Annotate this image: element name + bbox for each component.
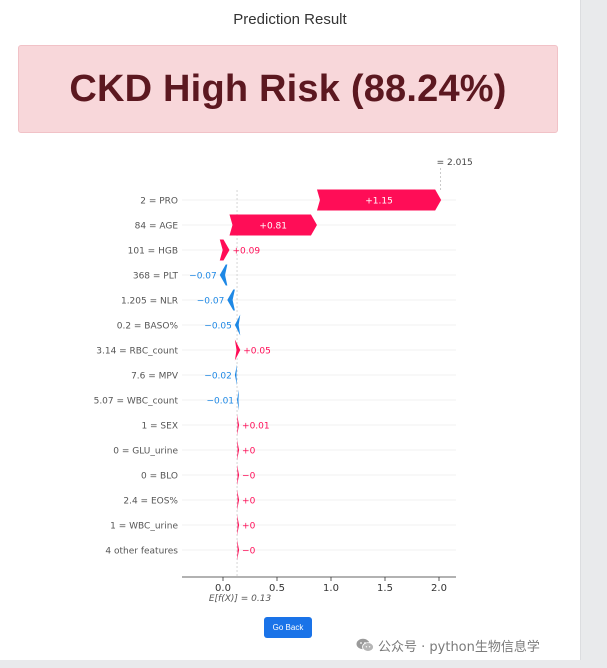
shap-value-label: −0 — [242, 472, 256, 482]
shap-value-label: +0.05 — [243, 347, 271, 357]
positive-shap-bar — [237, 439, 240, 461]
chart-svg: 2 = PRO +1.15 84 = AGE +0.81 101 = HGB +0.09 3… — [94, 158, 473, 604]
negative-shap-bar — [234, 314, 241, 336]
x-tick-label: 0.0 — [215, 583, 231, 594]
feature-label: 5.07 = WBC_count — [94, 397, 179, 407]
shap-value-label: +0 — [242, 522, 256, 532]
shap-value-label: +0.81 — [259, 222, 287, 232]
base-value-label: E[f(X)] = 0.13 — [209, 594, 272, 604]
feature-label: 101 = HGB — [128, 247, 178, 257]
feature-label: 0.2 = BASO% — [117, 322, 179, 332]
negative-shap-bar — [237, 389, 240, 411]
positive-shap-bar — [229, 214, 317, 236]
positive-shap-bar — [237, 489, 240, 511]
shap-waterfall-chart: 2 = PRO +1.15 84 = AGE +0.81 101 = HGB +0.09 3… — [0, 150, 580, 610]
x-tick-label: 2.0 — [431, 583, 447, 594]
shap-value-label: +0.09 — [232, 247, 260, 257]
shap-value-label: +0.01 — [242, 422, 270, 432]
feature-label: 1 = WBC_urine — [110, 522, 178, 532]
feature-label: 2.4 = EOS% — [123, 497, 178, 507]
shap-value-label: −0.07 — [189, 272, 217, 282]
fx-label: = 2.015 — [437, 158, 473, 168]
watermark: 公众号 · python生物信息学 — [356, 636, 540, 655]
shap-value-label: +1.15 — [365, 197, 393, 207]
feature-label: 2 = PRO — [140, 197, 178, 207]
feature-label: 7.6 = MPV — [131, 372, 179, 382]
feature-label: 0 = BLO — [141, 472, 178, 482]
feature-label: 4 other features — [105, 547, 178, 557]
x-tick-label: 0.5 — [269, 583, 285, 594]
result-alert: CKD High Risk (88.24%) — [18, 45, 558, 133]
positive-shap-bar — [219, 239, 230, 261]
positive-shap-bar — [237, 414, 240, 436]
negative-shap-bar — [219, 264, 228, 286]
result-card: Prediction Result CKD High Risk (88.24%)… — [0, 0, 581, 660]
page-title: Prediction Result — [233, 11, 347, 28]
negative-shap-bar — [234, 364, 238, 386]
positive-shap-bar — [237, 514, 240, 536]
shap-value-label: +0 — [242, 497, 256, 507]
x-tick-label: 1.0 — [323, 583, 339, 594]
shap-value-label: −0.02 — [204, 372, 232, 382]
negative-shap-bar — [227, 289, 235, 311]
positive-shap-bar — [237, 539, 240, 561]
shap-value-label: −0.05 — [204, 322, 232, 332]
shap-value-label: −0.01 — [206, 397, 234, 407]
shap-value-label: −0.07 — [197, 297, 225, 307]
watermark-text: 公众号 · python生物信息学 — [378, 639, 540, 655]
go-back-button[interactable]: Go Back — [264, 617, 312, 638]
positive-shap-bar — [316, 189, 442, 211]
feature-label: 1.205 = NLR — [121, 297, 178, 307]
feature-label: 1 = SEX — [141, 422, 178, 432]
feature-label: 3.14 = RBC_count — [96, 347, 178, 357]
wechat-icon — [356, 638, 374, 652]
feature-label: 0 = GLU_urine — [113, 447, 178, 457]
shap-value-label: +0 — [242, 447, 256, 457]
positive-shap-bar — [237, 464, 240, 486]
feature-label: 368 = PLT — [133, 272, 179, 282]
result-text: CKD High Risk (88.24%) — [69, 67, 507, 110]
shap-value-label: −0 — [242, 547, 256, 557]
feature-label: 84 = AGE — [135, 222, 179, 232]
x-tick-label: 1.5 — [377, 583, 393, 594]
positive-shap-bar — [234, 339, 241, 361]
